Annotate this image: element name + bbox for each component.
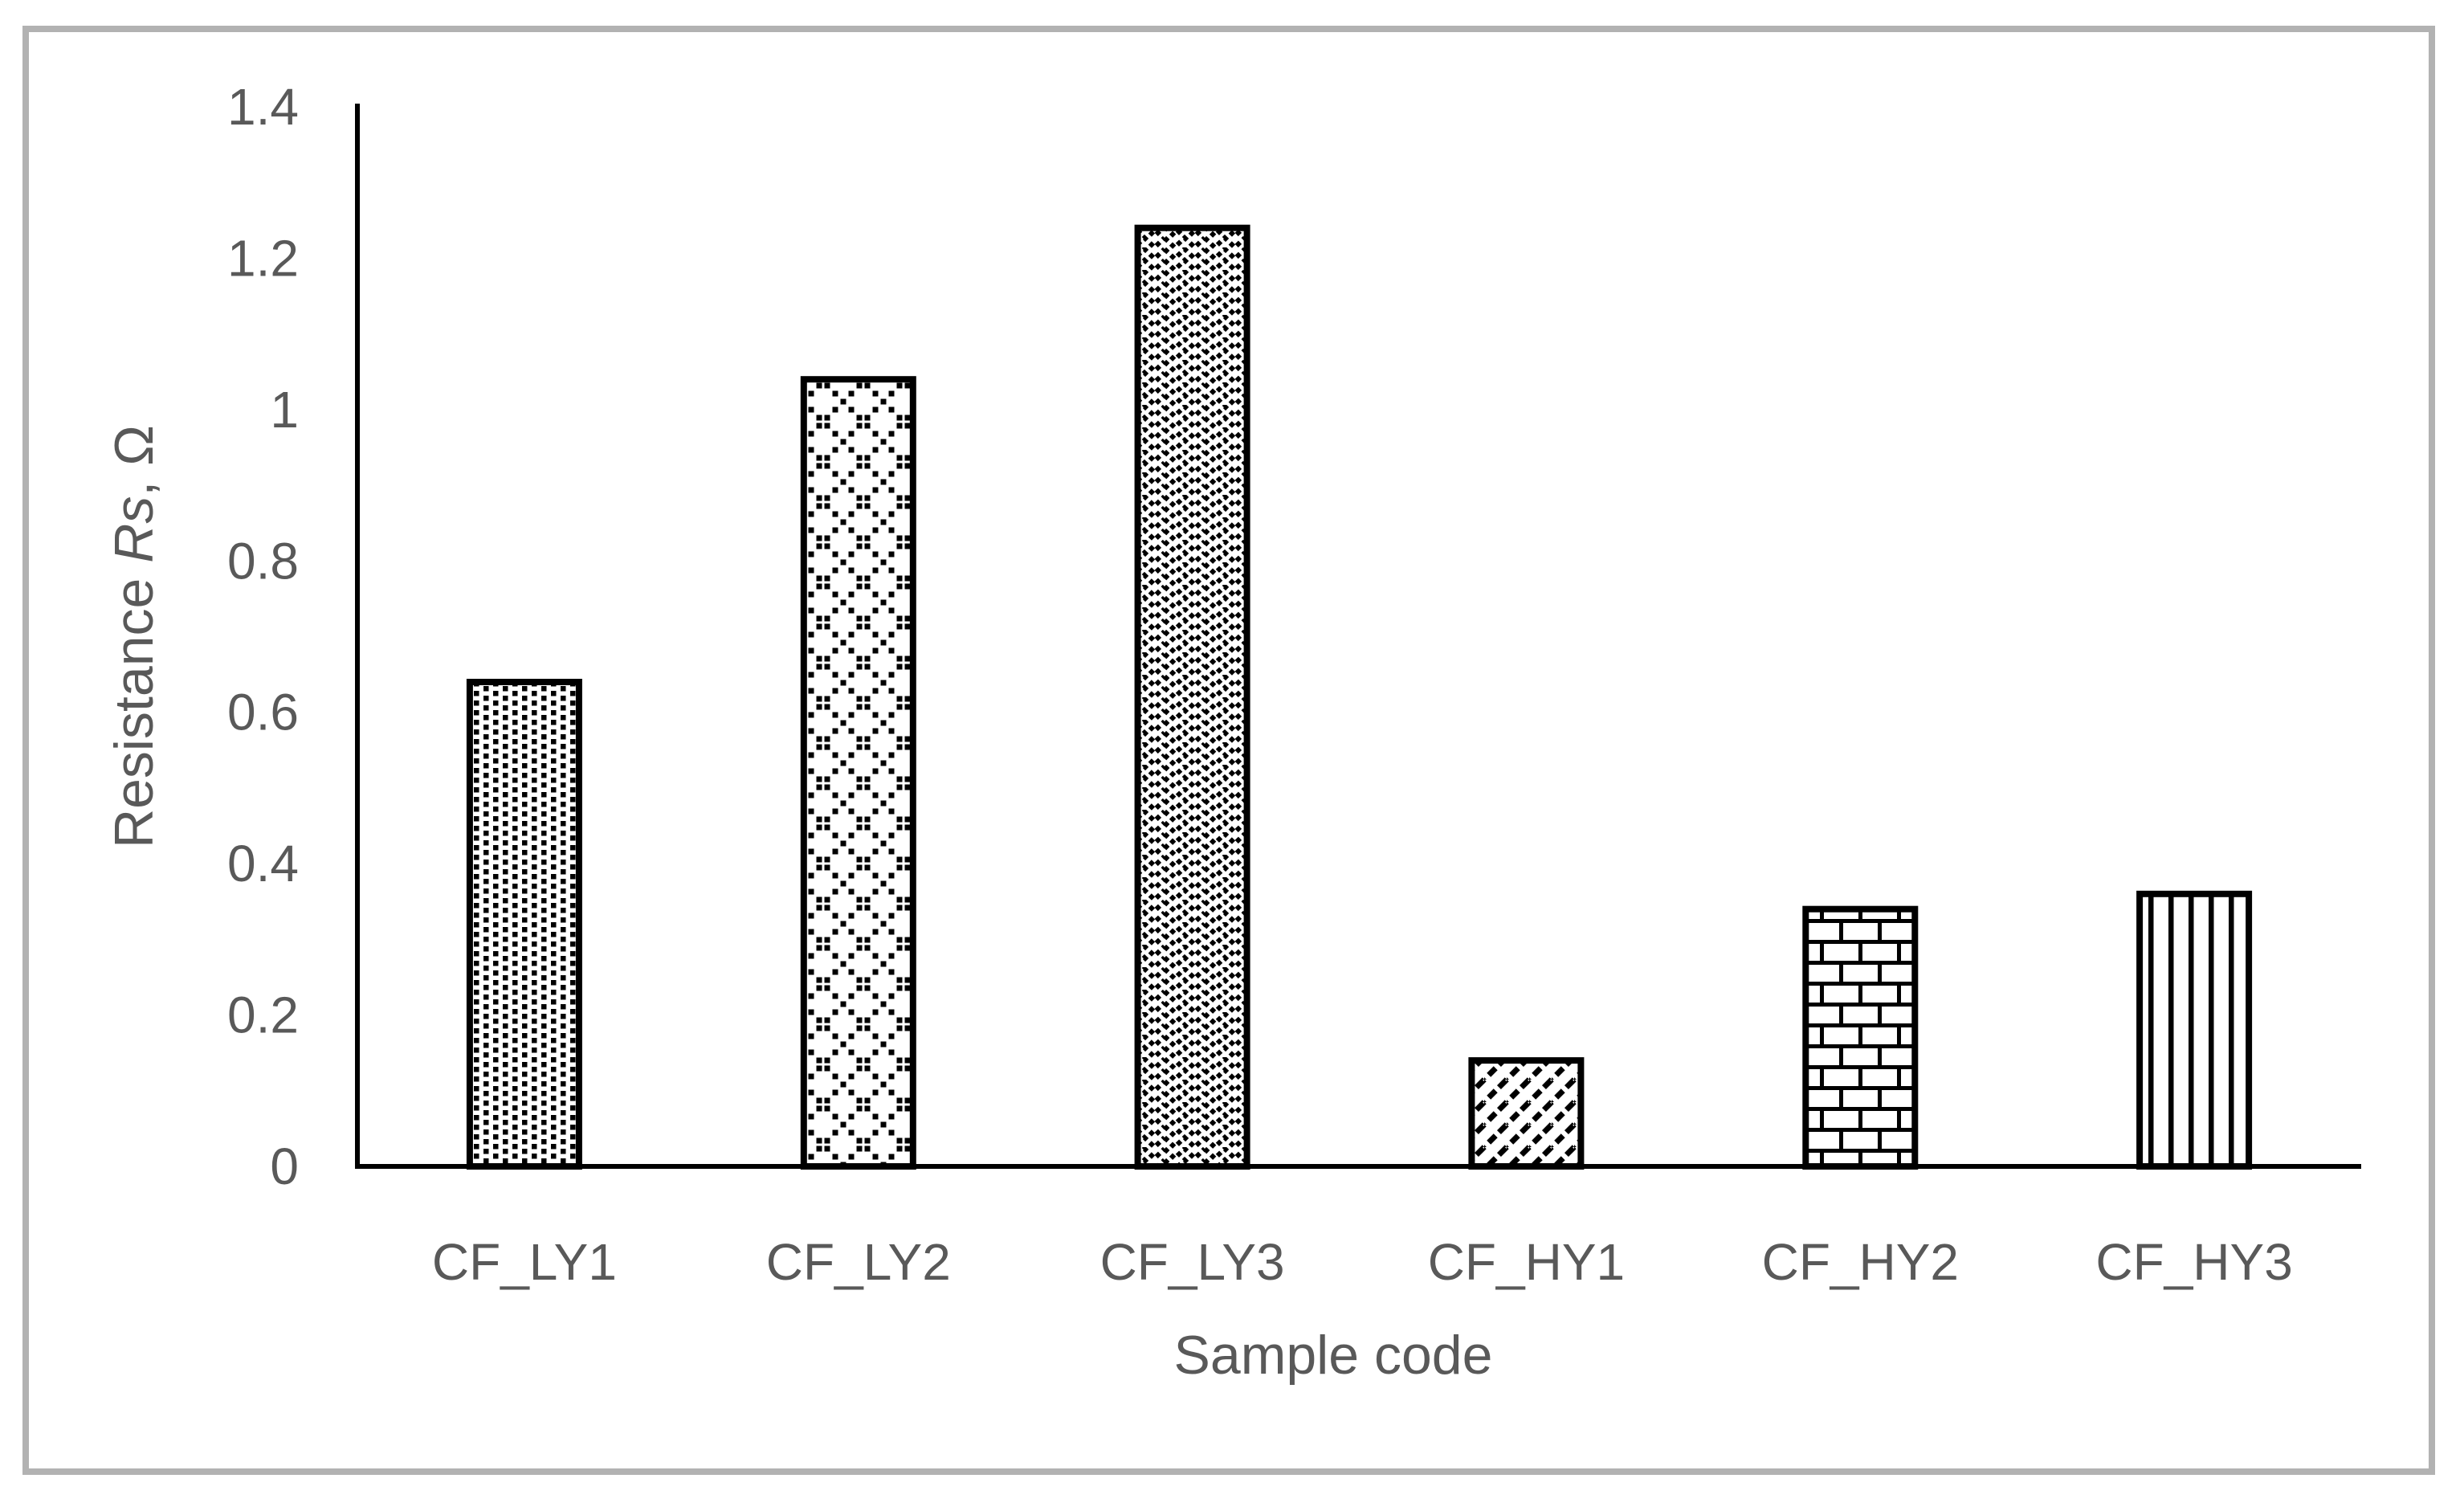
category-label-CF_LY3: CF_LY3 <box>1100 1233 1285 1291</box>
y-tick-label: 0.4 <box>227 835 299 892</box>
labels-layer: 0 0.2 0.4 0.6 0.8 1 1.2 1.4 CF_LY1 CF_LY2 CF_LY3 CF… <box>104 78 2293 1386</box>
x-axis-title: Sample code <box>1174 1325 1493 1386</box>
y-tick-label: 0.8 <box>227 532 299 590</box>
bar-CF_LY2 <box>800 376 916 1170</box>
bar-CF_HY3 <box>2136 890 2253 1170</box>
y-axis-title-prefix: Resistance <box>104 563 165 848</box>
y-tick-label: 1.4 <box>227 78 299 136</box>
y-tick-label: 1.2 <box>227 229 299 287</box>
category-label-CF_HY1: CF_HY1 <box>1428 1233 1625 1291</box>
category-label-CF_HY3: CF_HY3 <box>2095 1233 2292 1291</box>
y-tick-label: 0.6 <box>227 684 299 741</box>
category-label-CF_LY1: CF_LY1 <box>432 1233 617 1291</box>
bar-CF_LY1 <box>466 679 582 1170</box>
y-axis-line <box>355 104 360 1169</box>
y-tick-label: 0 <box>270 1137 299 1195</box>
category-label-CF_HY2: CF_HY2 <box>1762 1233 1959 1291</box>
y-axis-title-suffix: , Ω <box>104 425 165 496</box>
bars-layer <box>466 224 2253 1170</box>
bar-CF_LY3 <box>1134 224 1250 1170</box>
x-axis-line <box>355 1164 2361 1169</box>
y-axis-title-symbol: Rs <box>104 496 165 563</box>
category-label-CF_LY2: CF_LY2 <box>766 1233 951 1291</box>
bar-CF_HY2 <box>1802 905 1919 1170</box>
y-axis-title: Resistance Rs, Ω <box>104 425 165 848</box>
y-tick-label: 0.2 <box>227 986 299 1044</box>
y-tick-label: 1 <box>270 381 299 439</box>
axes-layer <box>355 104 2361 1169</box>
bar-CF_HY1 <box>1468 1057 1585 1170</box>
